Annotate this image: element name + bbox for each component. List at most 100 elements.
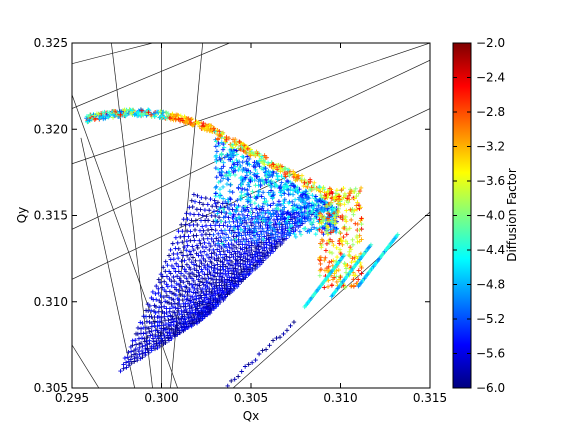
scatter-point xyxy=(338,251,344,257)
scatter-point xyxy=(201,120,206,126)
scatter-point xyxy=(216,243,222,249)
scatter-point xyxy=(273,210,279,216)
scatter-point xyxy=(274,227,280,232)
scatter-point xyxy=(311,225,317,230)
scatter-point xyxy=(354,207,360,212)
scatter-point xyxy=(165,336,171,341)
scatter-point xyxy=(327,260,332,265)
scatter-point xyxy=(305,207,311,212)
scatter-point xyxy=(302,180,307,186)
scatter-point xyxy=(345,200,351,205)
scatter-point xyxy=(118,368,123,374)
scatter-point xyxy=(199,195,204,200)
scatter-point xyxy=(159,315,164,320)
scatter-point xyxy=(164,274,170,279)
scatter-point xyxy=(352,189,357,195)
scatter-point xyxy=(212,213,218,219)
scatter-point xyxy=(299,212,304,218)
scatter-point xyxy=(160,274,165,279)
scatter-point xyxy=(278,216,283,222)
scatter-point xyxy=(260,210,266,216)
scatter-point xyxy=(284,178,290,184)
scatter-point xyxy=(232,202,237,208)
scatter-point xyxy=(319,237,325,242)
x-tick-label: 0.305 xyxy=(234,391,268,405)
y-tick-label: 0.325 xyxy=(34,36,68,50)
scatter-point xyxy=(181,216,186,222)
scatter-point xyxy=(293,234,299,240)
scatter-point xyxy=(212,129,218,134)
scatter-point xyxy=(157,343,163,349)
scatter-point xyxy=(174,112,179,118)
scatter-point xyxy=(157,280,163,285)
scatter-point xyxy=(213,144,219,149)
scatter-point xyxy=(133,338,138,343)
scatter-point xyxy=(221,164,226,169)
scatter-point xyxy=(255,162,260,167)
scatter-point xyxy=(166,253,172,258)
scatter-point xyxy=(243,242,249,247)
scatter-point xyxy=(233,237,238,242)
scatter-point xyxy=(227,250,232,255)
scatter-point xyxy=(236,233,242,238)
scatter-point xyxy=(210,203,215,209)
scatter-point xyxy=(233,262,238,267)
scatter-point xyxy=(170,114,176,120)
scatter-point xyxy=(135,331,141,337)
scatter-point xyxy=(217,132,223,138)
scatter-point xyxy=(200,316,205,321)
scatter-point xyxy=(191,212,197,217)
scatter-point xyxy=(219,219,224,224)
scatter-point xyxy=(253,224,258,229)
scatter-point xyxy=(276,221,282,226)
scatter-point xyxy=(238,239,244,244)
scatter-point xyxy=(250,256,256,262)
scatter-point xyxy=(269,164,274,170)
scatter-point xyxy=(227,219,232,225)
scatter-point xyxy=(201,297,207,303)
scatter-point xyxy=(248,236,254,241)
scatter-point xyxy=(179,287,185,293)
scatter-point xyxy=(212,270,218,275)
scatter-point xyxy=(319,229,325,235)
scatter-point xyxy=(192,238,197,243)
scatter-point xyxy=(269,184,274,190)
scatter-point xyxy=(191,192,197,197)
scatter-point xyxy=(217,170,222,176)
scatter-point xyxy=(262,196,267,201)
scatter-point xyxy=(355,239,360,245)
scatter-point xyxy=(209,254,214,260)
scatter-point xyxy=(329,283,335,288)
scatter-point xyxy=(342,261,347,266)
scatter-point xyxy=(249,216,255,222)
scatter-point xyxy=(208,271,213,277)
scatter-point xyxy=(206,208,212,213)
scatter-point xyxy=(267,343,272,348)
scatter-point xyxy=(107,110,112,115)
scatter-point xyxy=(212,265,217,271)
scatter-point xyxy=(205,312,210,318)
scatter-point xyxy=(329,189,334,195)
scatter-point xyxy=(202,207,208,213)
scatter-point xyxy=(321,208,326,214)
scatter-point xyxy=(317,213,323,218)
scatter-point xyxy=(206,275,211,281)
scatter-point xyxy=(267,179,273,185)
scatter-point xyxy=(204,252,210,258)
scatter-point xyxy=(266,182,271,187)
scatter-point xyxy=(241,224,247,229)
scatter-point xyxy=(135,357,140,363)
scatter-point xyxy=(145,334,150,340)
scatter-point xyxy=(167,115,173,121)
scatter-point xyxy=(180,253,186,258)
scatter-point xyxy=(213,153,219,158)
plot-background xyxy=(72,43,430,388)
scatter-point xyxy=(253,167,258,173)
scatter-point xyxy=(243,204,248,209)
scatter-point xyxy=(231,254,236,260)
scatter-point xyxy=(306,218,312,223)
scatter-point xyxy=(343,266,349,271)
scatter-point xyxy=(234,205,240,210)
scatter-point xyxy=(163,289,169,294)
scatter-point xyxy=(338,274,343,280)
